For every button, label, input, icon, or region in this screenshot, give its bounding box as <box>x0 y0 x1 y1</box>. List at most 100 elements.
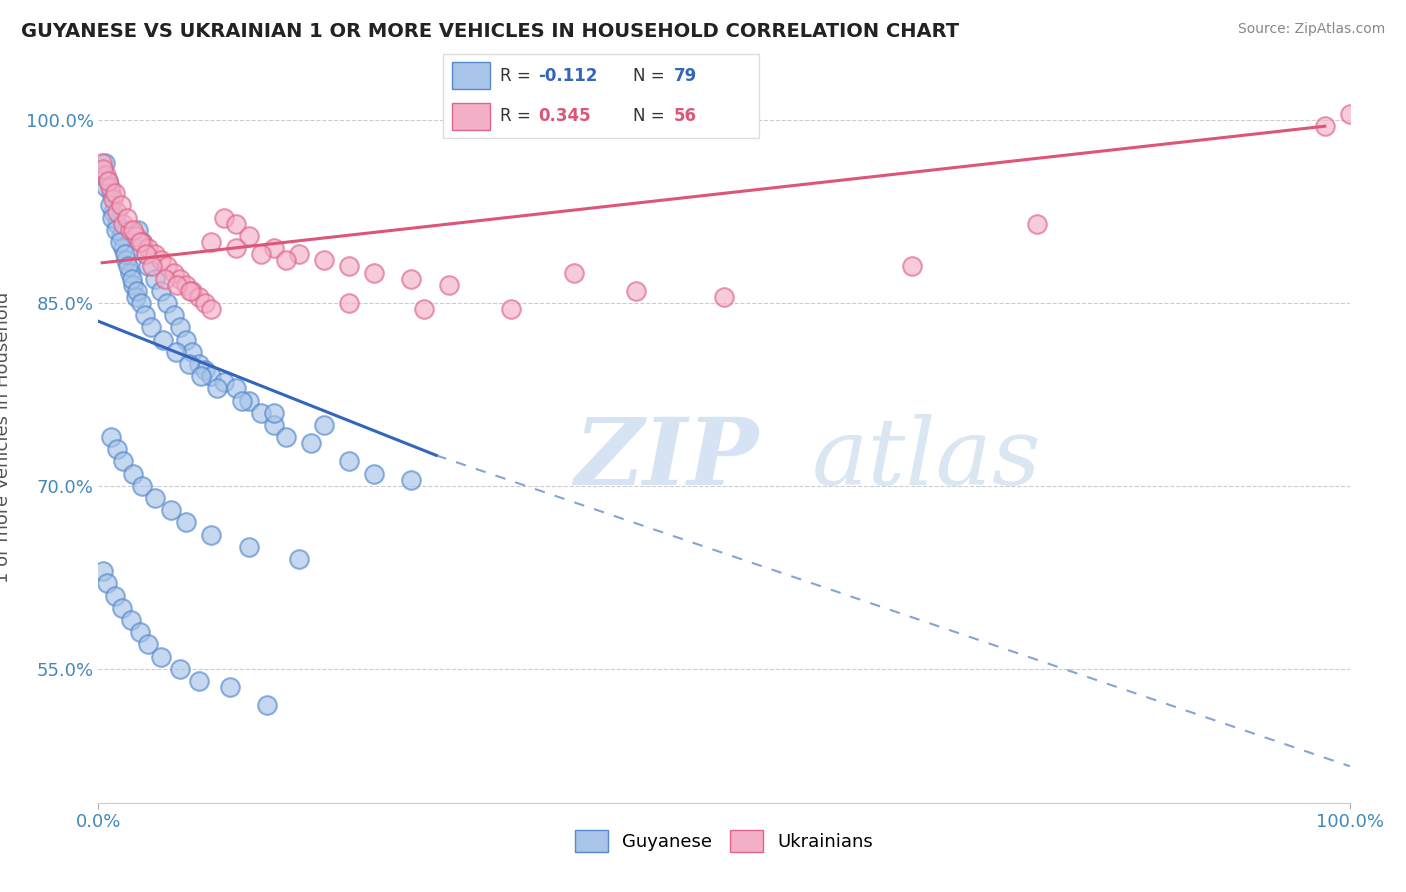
Point <box>127 223 149 237</box>
Point <box>139 320 162 334</box>
Point <box>100 430 122 444</box>
Point <box>122 223 145 237</box>
Point <box>94 168 117 182</box>
Point <box>256 698 278 713</box>
Point <box>156 260 179 274</box>
Point <box>115 253 138 268</box>
Point <box>287 552 309 566</box>
Point <box>312 417 335 432</box>
Text: R =: R = <box>501 107 536 125</box>
Point <box>125 290 148 304</box>
Point <box>263 417 285 432</box>
Point <box>165 344 187 359</box>
Point <box>150 253 173 268</box>
Text: ZIP: ZIP <box>574 414 758 504</box>
Point <box>93 564 115 578</box>
Point <box>108 235 131 249</box>
Y-axis label: 1 or more Vehicles in Household: 1 or more Vehicles in Household <box>0 292 11 582</box>
Point <box>110 198 132 212</box>
Point <box>125 228 148 243</box>
Point <box>181 284 204 298</box>
Point <box>112 217 135 231</box>
Point <box>174 516 197 530</box>
Point <box>135 247 157 261</box>
Point <box>218 680 240 694</box>
Point <box>212 375 235 389</box>
Point <box>98 198 121 212</box>
Point <box>312 253 335 268</box>
Point <box>143 247 166 261</box>
Point <box>238 540 260 554</box>
Legend: Guyanese, Ukrainians: Guyanese, Ukrainians <box>568 823 880 860</box>
Text: 0.345: 0.345 <box>537 107 591 125</box>
Text: R =: R = <box>501 67 536 85</box>
Point <box>103 192 125 206</box>
Point <box>162 308 184 322</box>
Point <box>274 253 298 268</box>
Point <box>93 155 115 169</box>
Text: N =: N = <box>633 107 669 125</box>
Point <box>501 301 523 317</box>
Point <box>263 406 285 420</box>
Point <box>194 363 217 377</box>
Point <box>153 271 176 285</box>
Point <box>131 479 153 493</box>
Point <box>150 649 173 664</box>
Point <box>250 406 273 420</box>
Point <box>91 168 114 182</box>
Point <box>150 284 173 298</box>
Point <box>122 467 145 481</box>
Point <box>190 369 212 384</box>
Point <box>1339 107 1361 121</box>
Point <box>231 393 253 408</box>
Point <box>101 211 124 225</box>
Point <box>187 673 209 688</box>
Point <box>138 637 160 651</box>
Point <box>105 204 128 219</box>
Point <box>162 265 184 279</box>
Text: 79: 79 <box>673 67 697 85</box>
Point <box>401 271 423 285</box>
Text: atlas: atlas <box>811 414 1042 504</box>
Text: N =: N = <box>633 67 669 85</box>
Point <box>93 161 115 176</box>
Point <box>177 357 200 371</box>
Point <box>98 180 121 194</box>
Point <box>94 180 117 194</box>
Point <box>117 260 139 274</box>
Point <box>103 204 125 219</box>
Point <box>97 174 120 188</box>
Point <box>263 241 285 255</box>
Point <box>120 613 142 627</box>
Point <box>200 301 222 317</box>
FancyBboxPatch shape <box>453 103 491 130</box>
Point <box>104 589 127 603</box>
Point <box>169 662 191 676</box>
Point <box>121 271 143 285</box>
Point <box>97 174 120 188</box>
Point <box>200 235 222 249</box>
Point <box>143 271 166 285</box>
Point <box>337 260 360 274</box>
Point <box>104 186 127 201</box>
Point <box>143 491 166 505</box>
FancyBboxPatch shape <box>443 54 759 138</box>
Point <box>238 393 260 408</box>
Point <box>287 247 309 261</box>
Point <box>713 290 735 304</box>
Point <box>626 284 648 298</box>
Point <box>128 625 150 640</box>
Point <box>105 442 128 457</box>
Point <box>100 186 122 201</box>
Point <box>112 454 135 468</box>
Point <box>118 265 141 279</box>
Point <box>160 503 183 517</box>
Point <box>363 467 385 481</box>
Point <box>174 333 197 347</box>
Point <box>274 430 298 444</box>
Point <box>562 265 585 279</box>
Point <box>187 357 209 371</box>
Point <box>401 473 423 487</box>
Point <box>104 223 127 237</box>
Point <box>179 284 201 298</box>
